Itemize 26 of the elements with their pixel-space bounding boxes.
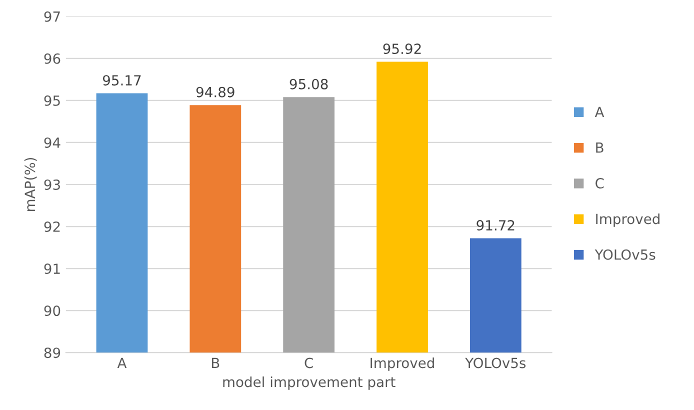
- legend-label: A: [594, 106, 604, 118]
- x-axis-title: model improvement part: [223, 376, 396, 390]
- x-tick-label: YOLOv5s: [465, 358, 526, 368]
- data-label: 94.89: [196, 86, 234, 98]
- legend-label: B: [596, 142, 604, 153]
- data-label: 95.08: [290, 78, 328, 90]
- y-tick-label: 94: [44, 137, 60, 148]
- x-tick-label: A: [117, 358, 127, 368]
- y-tick-label: 95: [44, 95, 60, 106]
- x-tick-label: B: [212, 358, 220, 368]
- y-tick-label: 97: [44, 11, 60, 22]
- legend-label: C: [596, 178, 604, 189]
- data-label: 95.17: [102, 75, 141, 86]
- y-axis-title: mAP(%): [24, 158, 37, 211]
- y-tick-label: 90: [44, 306, 60, 316]
- legend-label: Improved: [596, 213, 660, 227]
- y-tick-label: 92: [44, 221, 60, 232]
- x-tick-label: C: [304, 358, 313, 368]
- y-tick-label: 96: [44, 53, 60, 64]
- x-tick-label: Improved: [370, 357, 434, 371]
- y-tick-label: 89: [44, 348, 60, 358]
- y-tick-label: 93: [44, 179, 60, 190]
- data-label: 91.72: [476, 220, 514, 231]
- data-label: 95.92: [383, 44, 421, 54]
- legend-label: YOLOv5s: [594, 249, 656, 260]
- y-tick-label: 91: [44, 264, 60, 274]
